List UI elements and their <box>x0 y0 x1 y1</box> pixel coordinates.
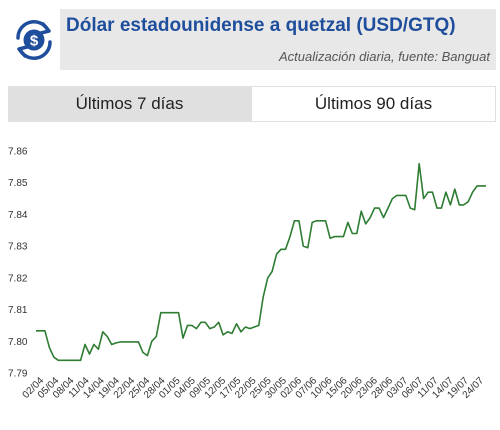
y-tick-label: 7.79 <box>8 369 28 380</box>
y-tick-label: 7.85 <box>8 178 28 189</box>
y-tick-label: 7.80 <box>8 337 28 348</box>
tab-last-90-days[interactable]: Últimos 90 días <box>251 86 496 122</box>
range-tabs: Últimos 7 días Últimos 90 días <box>8 86 496 122</box>
rate-chart: 7.79 7.80 7.81 7.82 7.83 7.84 7.85 7.86 02/04 05/… <box>0 130 500 425</box>
y-tick-label: 7.81 <box>8 305 28 316</box>
svg-text:$: $ <box>30 33 39 50</box>
title-box: Dólar estadounidense a quetzal (USD/GTQ)… <box>60 9 496 70</box>
page-title: Dólar estadounidense a quetzal (USD/GTQ) <box>66 15 456 36</box>
y-tick-label: 7.82 <box>8 273 28 284</box>
header: $ Dólar estadounidense a quetzal (USD/GT… <box>0 0 500 76</box>
y-tick-label: 7.84 <box>8 210 28 221</box>
y-tick-label: 7.83 <box>8 242 28 253</box>
tab-last-7-days[interactable]: Últimos 7 días <box>75 94 184 113</box>
y-tick-label: 7.86 <box>8 147 28 158</box>
line-chart: 7.797.807.817.827.837.847.857.8602/0405/… <box>8 147 486 401</box>
series-line <box>36 162 486 362</box>
page-subtitle: Actualización diaria, fuente: Banguat <box>278 49 490 64</box>
dollar-exchange-icon: $ <box>8 14 60 66</box>
